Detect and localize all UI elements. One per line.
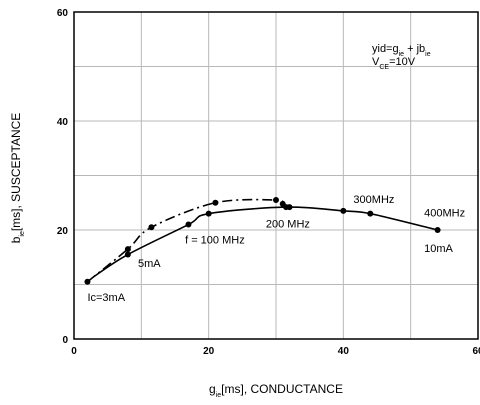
data-point xyxy=(185,221,192,228)
data-point xyxy=(148,224,155,231)
plot-area-frame xyxy=(73,11,479,340)
formula-yid: yid=gie + jbie xyxy=(372,43,431,58)
annotation-label: 5mA xyxy=(138,258,161,270)
annotation-label: Ic=3mA xyxy=(87,292,125,304)
annotation-label: 400MHz xyxy=(424,207,465,219)
annotations: Ic=3mA 5mA f = 100 MHz 200 MHz 300MHz 400MHz 1… xyxy=(87,194,465,304)
x-tick-label: 0 xyxy=(71,346,77,357)
data-point xyxy=(212,199,219,206)
data-point xyxy=(434,227,441,233)
data-point xyxy=(205,210,212,217)
data-point xyxy=(124,251,131,258)
formula-vce: VCE=10V xyxy=(372,56,416,71)
data-point xyxy=(273,197,279,204)
data-point xyxy=(283,204,290,211)
data-points xyxy=(84,197,441,285)
grid-lines xyxy=(74,12,478,339)
x-tick-label: 20 xyxy=(203,346,215,357)
y-tick-label: 60 xyxy=(57,8,69,19)
annotation-label: 300MHz xyxy=(353,194,394,206)
y-tick-label: 40 xyxy=(57,117,69,128)
x-tick-label: 60 xyxy=(472,346,480,357)
annotation-label: 200 MHz xyxy=(266,218,310,230)
data-point xyxy=(124,246,131,253)
x-axis-label: gie[ms], CONDUCTANCE xyxy=(209,382,343,399)
annotation-label: f = 100 MHz xyxy=(185,235,245,247)
y-axis-label: bie[ms], SUSCEPTANCE xyxy=(9,113,26,244)
y-tick-label: 0 xyxy=(62,335,68,346)
axis-ticks: 0 20 40 60 0 20 40 60 xyxy=(57,8,480,357)
annotation-label: 10mA xyxy=(424,243,453,255)
y-tick-label: 20 xyxy=(57,226,69,237)
data-point xyxy=(340,207,347,214)
data-point xyxy=(84,278,91,285)
x-tick-label: 40 xyxy=(338,346,350,357)
data-point xyxy=(367,210,374,217)
